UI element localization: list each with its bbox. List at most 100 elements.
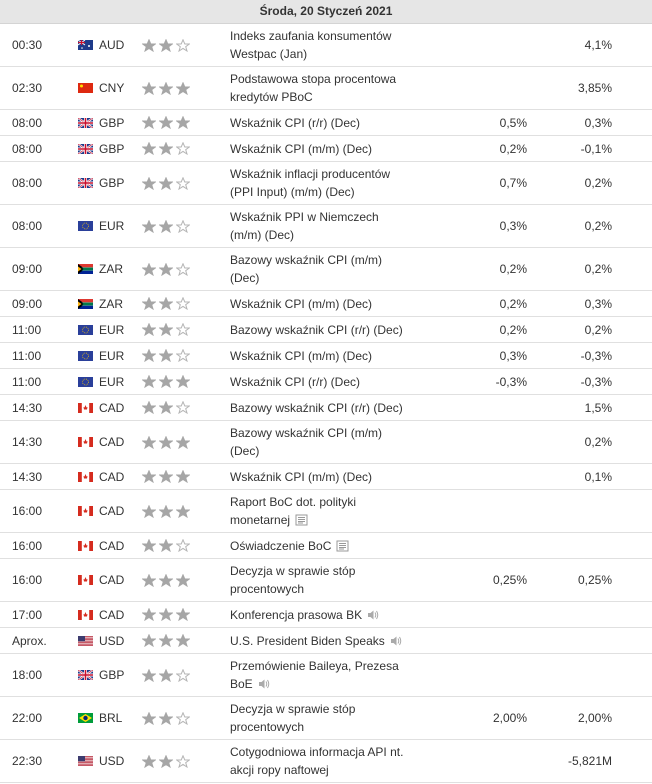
flag	[78, 317, 93, 342]
importance	[142, 628, 190, 653]
forecast: 0,7%	[499, 176, 527, 190]
event-row: 17:00 CAD Konferencja prasowa BK	[0, 602, 652, 628]
importance	[142, 24, 190, 66]
previous: 0,2%	[584, 219, 612, 233]
event-text: Przemówienie Baileya, Prezesa	[230, 659, 399, 673]
currency: CAD	[99, 469, 125, 484]
star-filled	[142, 634, 156, 647]
event-text: (Dec)	[230, 271, 260, 285]
currency: EUR	[99, 374, 125, 389]
event-line: (Dec)	[230, 442, 259, 460]
star-filled	[142, 401, 156, 414]
event-line: Bazowy wskaźnik CPI (m/m)	[230, 251, 382, 269]
star-filled	[142, 262, 156, 276]
star-filled	[159, 142, 173, 155]
star-filled	[159, 323, 173, 336]
event: Wskaźnik CPI (m/m) (Dec)	[230, 291, 372, 316]
date-header: Środa, 20 Styczeń 2021	[0, 0, 652, 24]
event-line: procentowych	[230, 718, 304, 736]
speech-icon	[368, 610, 379, 619]
event: U.S. President Biden Speaks	[230, 628, 403, 653]
event: Wskaźnik CPI (m/m) (Dec)	[230, 136, 372, 161]
event-line: Wskaźnik inflacji producentów	[230, 165, 390, 183]
event-text: Wskaźnik CPI (r/r) (Dec)	[230, 115, 360, 130]
event-line: Decyzja w sprawie stóp	[230, 700, 355, 718]
event-text: BoE	[230, 677, 253, 691]
event: Decyzja w sprawie stóp procentowych	[230, 559, 355, 601]
star-empty	[176, 401, 190, 414]
flag	[78, 533, 93, 558]
event-text: Wskaźnik inflacji producentów	[230, 167, 391, 181]
flag	[78, 559, 93, 601]
time: 11:00	[12, 322, 42, 337]
importance	[142, 369, 190, 394]
time: 00:30	[12, 38, 43, 52]
event-row: 16:00 CAD Decyzja w sprawie stóp procentowy…	[0, 559, 652, 602]
star-empty	[176, 349, 190, 362]
event-line: Bazowy wskaźnik CPI (m/m)	[230, 424, 382, 442]
event: Decyzja w sprawie stóp procentowych	[230, 697, 355, 739]
importance	[142, 248, 190, 290]
currency: GBP	[99, 115, 125, 130]
event: Bazowy wskaźnik CPI (m/m) (Dec)	[230, 421, 382, 463]
currency: CAD	[99, 538, 125, 553]
previous: 0,2%	[584, 262, 612, 276]
time: 08:00	[12, 141, 43, 156]
flag-icon	[78, 713, 93, 723]
event-text: Wskaźnik CPI (m/m) (Dec)	[230, 141, 372, 156]
currency: CAD	[99, 400, 125, 415]
event-line: Wskaźnik PPI w Niemczech	[230, 208, 379, 226]
importance	[142, 533, 190, 558]
event-line: (Dec)	[230, 269, 259, 287]
star-filled	[142, 219, 156, 233]
event-text: Wskaźnik PPI w Niemczech	[230, 210, 379, 224]
previous: 0,1%	[584, 469, 612, 484]
event-text: Decyzja w sprawie stóp	[230, 702, 356, 716]
flag	[78, 67, 93, 109]
event-row: 00:30 AUD Indeks zaufania konsumentów Westp…	[0, 24, 652, 67]
star-empty	[176, 219, 190, 233]
event: Wskaźnik CPI (m/m) (Dec)	[230, 464, 372, 489]
star-empty	[176, 754, 190, 768]
currency: EUR	[99, 322, 125, 337]
forecast: 0,2%	[499, 296, 527, 311]
importance	[142, 654, 190, 696]
star-filled	[142, 323, 156, 336]
time: 08:00	[12, 219, 43, 233]
event-row: 09:00 ZAR Bazowy wskaźnik CPI (m/m) (Dec) 0,…	[0, 248, 652, 291]
star-filled	[176, 435, 190, 449]
event: Raport BoC dot. polityki monetarnej	[230, 490, 356, 532]
currency: USD	[99, 754, 125, 768]
flag	[78, 343, 93, 368]
event-line: U.S. President Biden Speaks	[230, 632, 403, 650]
star-empty	[176, 142, 190, 155]
star-filled	[159, 375, 173, 388]
event-line: Bazowy wskaźnik CPI (r/r) (Dec)	[230, 399, 403, 417]
star-filled	[159, 38, 173, 52]
currency: ZAR	[99, 262, 123, 276]
currency: CNY	[99, 81, 125, 95]
event: Bazowy wskaźnik CPI (r/r) (Dec)	[230, 395, 403, 420]
event-line: Wskaźnik CPI (r/r) (Dec)	[230, 373, 360, 391]
star-filled	[159, 81, 173, 95]
flag-icon	[78, 298, 93, 309]
time: 14:30	[12, 435, 43, 449]
importance	[142, 490, 190, 532]
event: Wskaźnik PPI w Niemczech (m/m) (Dec)	[230, 205, 379, 247]
previous: 4,1%	[584, 38, 612, 52]
flag	[78, 602, 93, 627]
importance	[142, 205, 190, 247]
previous: -0,3%	[580, 374, 612, 389]
importance	[142, 740, 190, 782]
event: Indeks zaufania konsumentów Westpac (Jan)	[230, 24, 391, 66]
event-row: Aprox. USD U.S. President Biden Speaks	[0, 628, 652, 654]
event-line: Indeks zaufania konsumentów	[230, 27, 391, 45]
rows: 00:30 AUD Indeks zaufania konsumentów Westp…	[0, 24, 652, 783]
star-empty	[176, 297, 190, 310]
flag	[78, 654, 93, 696]
star-filled	[142, 668, 156, 682]
star-filled	[176, 81, 190, 95]
time: 16:00	[12, 573, 43, 587]
event-line: Wskaźnik CPI (m/m) (Dec)	[230, 140, 372, 158]
forecast: 2,00%	[492, 711, 527, 725]
